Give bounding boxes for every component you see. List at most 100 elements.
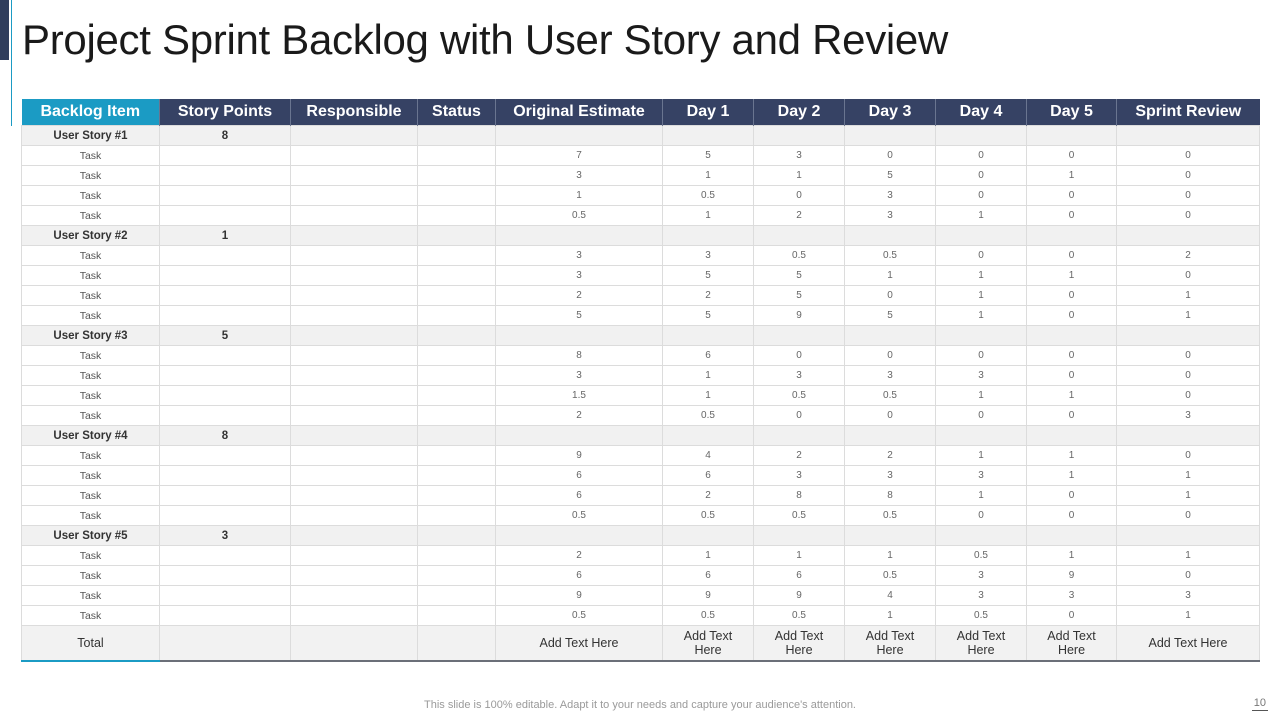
task-day3-cell[interactable]: 0 [844,285,936,306]
task-day1-cell[interactable]: 1 [662,385,754,406]
task-day1-cell[interactable]: 3 [662,245,754,266]
task-day1-cell[interactable]: 1 [662,165,754,186]
task-estimate-cell[interactable]: 3 [495,365,663,386]
task-day5-cell[interactable]: 0 [1026,485,1117,506]
task-day3-cell[interactable]: 5 [844,305,936,326]
story-empty-cell[interactable] [290,225,418,246]
task-review-cell[interactable]: 3 [1116,405,1260,426]
task-day2-cell[interactable]: 1 [753,545,845,566]
story-empty-cell[interactable] [1026,325,1117,346]
task-status-cell[interactable] [417,505,496,526]
task-day3-cell[interactable]: 1 [844,605,936,626]
task-review-cell[interactable]: 0 [1116,385,1260,406]
task-day3-cell[interactable]: 3 [844,465,936,486]
total-day1-cell[interactable]: Add Text Here [662,625,754,662]
task-review-cell[interactable]: 0 [1116,265,1260,286]
task-day4-cell[interactable]: 0 [935,505,1027,526]
task-day1-cell[interactable]: 0.5 [662,185,754,206]
story-empty-cell[interactable] [935,325,1027,346]
task-day2-cell[interactable]: 3 [753,465,845,486]
task-day5-cell[interactable]: 0 [1026,185,1117,206]
task-estimate-cell[interactable]: 0.5 [495,505,663,526]
task-responsible-cell[interactable] [290,265,418,286]
task-story-points-cell[interactable] [159,565,291,586]
task-day1-cell[interactable]: 6 [662,345,754,366]
task-day1-cell[interactable]: 1 [662,545,754,566]
task-day3-cell[interactable]: 0.5 [844,505,936,526]
task-day5-cell[interactable]: 0 [1026,505,1117,526]
task-review-cell[interactable]: 2 [1116,245,1260,266]
task-day4-cell[interactable]: 0 [935,165,1027,186]
task-day3-cell[interactable]: 1 [844,265,936,286]
story-empty-cell[interactable] [753,525,845,546]
task-day3-cell[interactable]: 0.5 [844,245,936,266]
task-estimate-cell[interactable]: 6 [495,565,663,586]
story-empty-cell[interactable] [1026,225,1117,246]
task-story-points-cell[interactable] [159,245,291,266]
task-review-cell[interactable]: 1 [1116,545,1260,566]
task-day4-cell[interactable]: 3 [935,565,1027,586]
task-responsible-cell[interactable] [290,465,418,486]
task-estimate-cell[interactable]: 8 [495,345,663,366]
task-estimate-cell[interactable]: 2 [495,285,663,306]
task-review-cell[interactable]: 3 [1116,585,1260,606]
task-review-cell[interactable]: 1 [1116,285,1260,306]
task-day5-cell[interactable]: 1 [1026,445,1117,466]
task-day5-cell[interactable]: 0 [1026,405,1117,426]
story-empty-cell[interactable] [662,525,754,546]
task-day5-cell[interactable]: 1 [1026,545,1117,566]
task-responsible-cell[interactable] [290,345,418,366]
task-estimate-cell[interactable]: 6 [495,465,663,486]
task-status-cell[interactable] [417,365,496,386]
story-empty-cell[interactable] [495,125,663,146]
story-empty-cell[interactable] [662,225,754,246]
task-responsible-cell[interactable] [290,165,418,186]
task-responsible-cell[interactable] [290,585,418,606]
task-review-cell[interactable]: 0 [1116,205,1260,226]
task-estimate-cell[interactable]: 2 [495,405,663,426]
task-day2-cell[interactable]: 0.5 [753,385,845,406]
task-day5-cell[interactable]: 0 [1026,305,1117,326]
task-estimate-cell[interactable]: 1 [495,185,663,206]
task-day4-cell[interactable]: 3 [935,465,1027,486]
task-day3-cell[interactable]: 0.5 [844,565,936,586]
task-responsible-cell[interactable] [290,205,418,226]
task-day2-cell[interactable]: 8 [753,485,845,506]
task-status-cell[interactable] [417,305,496,326]
story-empty-cell[interactable] [844,325,936,346]
task-day2-cell[interactable]: 0 [753,185,845,206]
story-empty-cell[interactable] [1116,525,1260,546]
story-empty-cell[interactable] [495,425,663,446]
task-status-cell[interactable] [417,245,496,266]
task-day2-cell[interactable]: 0 [753,345,845,366]
task-estimate-cell[interactable]: 3 [495,265,663,286]
story-empty-cell[interactable] [753,125,845,146]
task-day4-cell[interactable]: 0 [935,185,1027,206]
task-day2-cell[interactable]: 0 [753,405,845,426]
task-status-cell[interactable] [417,585,496,606]
story-empty-cell[interactable] [662,125,754,146]
task-responsible-cell[interactable] [290,145,418,166]
task-day3-cell[interactable]: 3 [844,365,936,386]
task-estimate-cell[interactable]: 9 [495,585,663,606]
story-empty-cell[interactable] [753,425,845,446]
task-day5-cell[interactable]: 0 [1026,245,1117,266]
task-status-cell[interactable] [417,565,496,586]
task-day4-cell[interactable]: 1 [935,445,1027,466]
task-review-cell[interactable]: 0 [1116,345,1260,366]
task-responsible-cell[interactable] [290,445,418,466]
story-empty-cell[interactable] [844,425,936,446]
task-day1-cell[interactable]: 2 [662,485,754,506]
story-empty-cell[interactable] [1116,425,1260,446]
task-day4-cell[interactable]: 1 [935,305,1027,326]
task-review-cell[interactable]: 0 [1116,445,1260,466]
task-story-points-cell[interactable] [159,585,291,606]
total-day4-cell[interactable]: Add Text Here [935,625,1027,662]
task-review-cell[interactable]: 0 [1116,365,1260,386]
story-empty-cell[interactable] [417,225,496,246]
task-status-cell[interactable] [417,265,496,286]
task-responsible-cell[interactable] [290,605,418,626]
task-story-points-cell[interactable] [159,145,291,166]
task-day3-cell[interactable]: 0 [844,345,936,366]
task-review-cell[interactable]: 0 [1116,145,1260,166]
